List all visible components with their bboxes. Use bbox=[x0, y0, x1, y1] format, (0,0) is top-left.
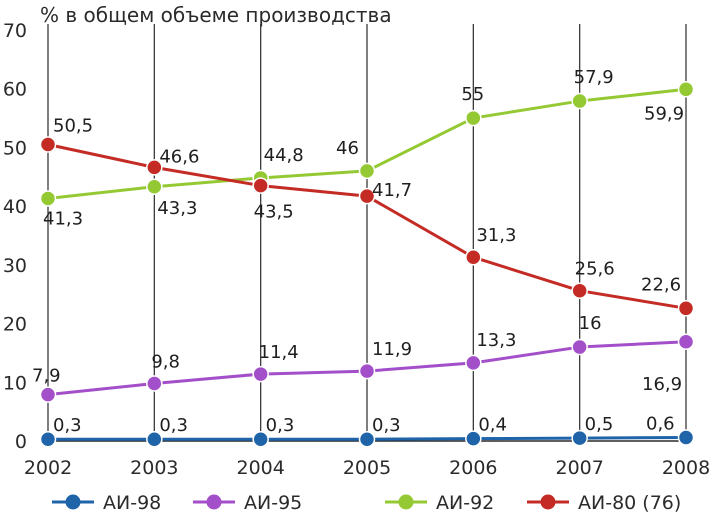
data-point-ai92 bbox=[39, 190, 57, 207]
data-label-ai95: 16 bbox=[579, 313, 602, 334]
legend-marker bbox=[65, 494, 81, 510]
data-label-ai98: 0,6 bbox=[646, 413, 675, 434]
data-label-ai98: 0,3 bbox=[372, 415, 401, 436]
data-label-ai92: 55 bbox=[461, 84, 484, 105]
y-tick-label: 10 bbox=[3, 372, 27, 394]
data-label-ai98: 0,4 bbox=[478, 415, 507, 436]
data-label-ai80: 46,6 bbox=[159, 146, 199, 167]
x-tick-label: 2003 bbox=[130, 457, 178, 479]
legend-item-ai98: АИ-98 bbox=[52, 492, 161, 514]
data-label-ai95: 7,9 bbox=[32, 366, 61, 387]
data-label-ai92: 46 bbox=[336, 138, 359, 159]
x-tick-label: 2004 bbox=[236, 457, 284, 479]
data-point-ai98 bbox=[146, 430, 163, 448]
data-label-ai95: 16,9 bbox=[642, 374, 682, 395]
legend: АИ-98 АИ-95 АИ-92 АИ-80 (76) bbox=[52, 492, 681, 514]
y-tick-label: 40 bbox=[3, 196, 27, 218]
y-tick-label: 70 bbox=[3, 20, 27, 42]
data-point-ai80 bbox=[39, 136, 57, 153]
y-tick-label: 0 bbox=[15, 431, 27, 453]
data-point-ai95 bbox=[465, 354, 482, 372]
data-point-ai95 bbox=[39, 386, 57, 403]
data-label-ai92: 41,3 bbox=[43, 209, 83, 230]
data-labels: 0,3 0,3 0,3 0,3 0,4 0,5 0,6 7,9 9,8 11,4 11,9 13,3 1… bbox=[32, 67, 684, 436]
data-label-ai92: 57,9 bbox=[574, 67, 614, 88]
legend-item-ai80: АИ-80 (76) bbox=[527, 492, 681, 514]
data-label-ai80: 25,6 bbox=[575, 259, 615, 280]
data-label-ai95: 9,8 bbox=[151, 351, 180, 372]
data-point-ai92 bbox=[146, 178, 163, 196]
legend-label: АИ-92 bbox=[436, 492, 494, 514]
legend-marker bbox=[540, 494, 556, 510]
data-label-ai80: 43,5 bbox=[254, 202, 294, 223]
legend-marker bbox=[398, 494, 414, 510]
data-label-ai98: 0,3 bbox=[53, 415, 82, 436]
data-point-ai98 bbox=[677, 429, 695, 446]
data-label-ai95: 13,3 bbox=[476, 330, 516, 351]
x-tick-label: 2008 bbox=[662, 457, 710, 479]
data-point-ai92 bbox=[571, 92, 588, 110]
data-point-ai98 bbox=[571, 429, 588, 447]
y-tick-label: 20 bbox=[3, 314, 27, 336]
data-label-ai92: 59,9 bbox=[644, 103, 684, 124]
data-label-ai98: 0,3 bbox=[266, 415, 295, 436]
x-tick-label: 2006 bbox=[449, 457, 497, 479]
data-point-ai92 bbox=[358, 162, 376, 180]
data-point-ai92 bbox=[465, 109, 482, 127]
data-point-ai80 bbox=[571, 282, 588, 299]
legend-item-ai95: АИ-95 bbox=[193, 492, 302, 514]
data-label-ai80: 31,3 bbox=[476, 225, 516, 246]
data-label-ai80: 22,6 bbox=[641, 274, 681, 295]
data-point-ai95 bbox=[252, 365, 269, 383]
data-label-ai92: 44,8 bbox=[264, 145, 304, 166]
series-lines bbox=[39, 81, 695, 448]
x-tick-label: 2005 bbox=[343, 457, 391, 479]
y-tick-label: 50 bbox=[3, 137, 27, 159]
data-point-ai80 bbox=[358, 187, 376, 205]
data-point-ai95 bbox=[146, 375, 163, 392]
data-point-ai98 bbox=[465, 430, 482, 447]
data-point-ai95 bbox=[571, 338, 588, 356]
data-label-ai92: 43,3 bbox=[157, 198, 197, 219]
data-label-ai98: 0,3 bbox=[159, 415, 188, 436]
chart-title: % в общем объеме производства bbox=[40, 3, 392, 27]
data-label-ai80: 41,7 bbox=[372, 180, 412, 201]
axes: 0 10 20 30 40 50 60 70 2002 2003 2004 2005 2006 2007 2… bbox=[3, 20, 710, 479]
data-label-ai95: 11,4 bbox=[259, 342, 299, 363]
x-tick-label: 2002 bbox=[24, 457, 72, 479]
data-point-ai80 bbox=[252, 177, 269, 194]
data-point-ai95 bbox=[358, 362, 376, 380]
legend-item-ai92: АИ-92 bbox=[385, 492, 494, 514]
data-label-ai80: 50,5 bbox=[53, 115, 93, 136]
data-point-ai80 bbox=[146, 159, 163, 176]
legend-label: АИ-80 (76) bbox=[578, 492, 681, 514]
legend-label: АИ-98 bbox=[103, 492, 161, 514]
data-point-ai98 bbox=[358, 430, 376, 448]
data-label-ai95: 11,9 bbox=[372, 339, 412, 360]
y-tick-label: 60 bbox=[3, 79, 27, 101]
data-label-ai98: 0,5 bbox=[585, 414, 614, 435]
legend-marker bbox=[206, 494, 222, 510]
data-point-ai98 bbox=[39, 430, 57, 448]
y-tick-label: 30 bbox=[3, 255, 27, 277]
data-point-ai98 bbox=[252, 430, 269, 448]
data-point-ai92 bbox=[677, 81, 695, 98]
x-tick-label: 2007 bbox=[555, 457, 603, 479]
data-point-ai80 bbox=[677, 300, 695, 317]
data-point-ai95 bbox=[677, 333, 695, 351]
legend-label: АИ-95 bbox=[244, 492, 302, 514]
data-point-ai80 bbox=[465, 248, 482, 266]
